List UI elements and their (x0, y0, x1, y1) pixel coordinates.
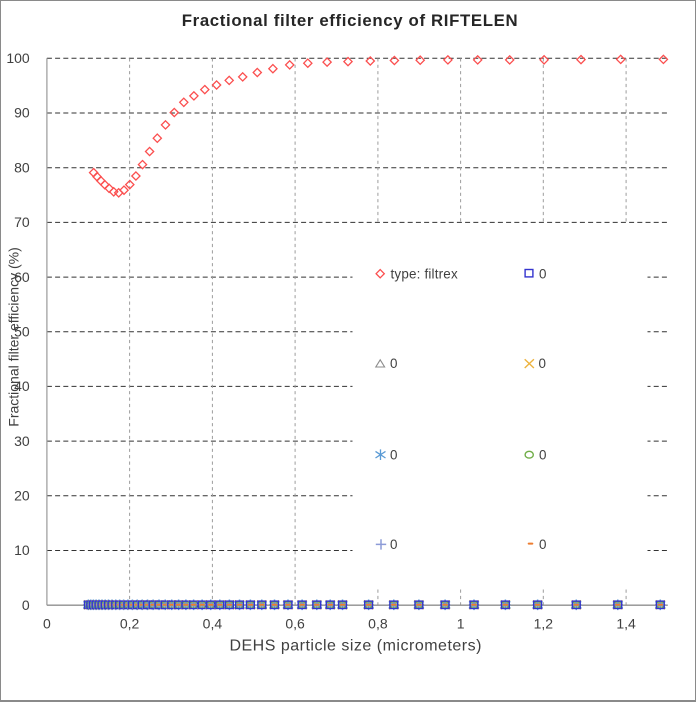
svg-text:0: 0 (390, 537, 398, 552)
svg-text:0: 0 (539, 447, 547, 462)
svg-text:0: 0 (539, 356, 547, 371)
svg-text:80: 80 (14, 159, 30, 175)
svg-text:0: 0 (390, 447, 398, 462)
svg-text:Fractional filter efficiency o: Fractional filter efficiency of RIFTELEN (182, 11, 519, 30)
svg-text:0,2: 0,2 (120, 616, 140, 632)
svg-text:DEHS particle size (micrometer: DEHS particle size (micrometers) (229, 638, 481, 655)
svg-text:Fractional filter efficiency (: Fractional filter efficiency (%) (6, 247, 22, 426)
svg-text:0,6: 0,6 (285, 616, 305, 632)
svg-text:0,4: 0,4 (203, 616, 223, 632)
svg-text:0: 0 (43, 616, 51, 632)
svg-text:0: 0 (539, 266, 547, 281)
svg-text:100: 100 (6, 50, 30, 66)
svg-text:0: 0 (390, 356, 398, 371)
svg-text:50: 50 (14, 324, 30, 340)
svg-text:40: 40 (14, 378, 30, 394)
svg-text:70: 70 (14, 214, 30, 230)
svg-text:1: 1 (457, 616, 465, 632)
svg-text:0,8: 0,8 (368, 616, 388, 632)
svg-text:10: 10 (14, 542, 30, 558)
svg-text:30: 30 (14, 433, 30, 449)
svg-text:type: filtrex: type: filtrex (391, 266, 458, 281)
svg-text:0: 0 (22, 597, 30, 613)
svg-text:0: 0 (539, 537, 547, 552)
svg-text:90: 90 (14, 105, 30, 121)
svg-text:1,4: 1,4 (616, 616, 636, 632)
svg-text:20: 20 (14, 488, 30, 504)
svg-text:60: 60 (14, 269, 30, 285)
svg-text:1,2: 1,2 (534, 616, 554, 632)
